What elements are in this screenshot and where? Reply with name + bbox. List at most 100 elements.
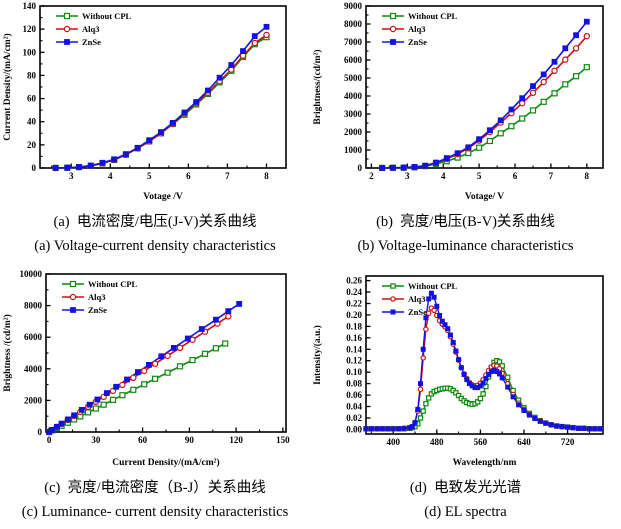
svg-text:3: 3 [69, 171, 74, 181]
svg-text:Alq3: Alq3 [408, 24, 425, 34]
svg-text:Without CPL: Without CPL [408, 11, 458, 21]
panel-c-captions: (c) 亮度/电流密度（B-J）关系曲线 (c) Luminance- curr… [0, 479, 310, 521]
svg-text:0.02: 0.02 [346, 413, 362, 423]
svg-text:480: 480 [430, 437, 444, 447]
svg-text:ZnSe: ZnSe [408, 37, 427, 47]
svg-text:8000: 8000 [24, 301, 43, 311]
caption-c-cn: (c) 亮度/电流密度（B-J）关系曲线 [44, 480, 266, 496]
svg-text:0.24: 0.24 [346, 287, 362, 297]
svg-text:4: 4 [108, 171, 113, 181]
svg-text:0: 0 [47, 435, 52, 445]
svg-text:7: 7 [549, 171, 554, 181]
svg-text:ZnSe: ZnSe [88, 305, 107, 315]
svg-text:0: 0 [32, 163, 37, 173]
caption-c-en: (c) Luminance- current density character… [21, 504, 289, 521]
svg-text:Alq3: Alq3 [408, 294, 425, 304]
svg-text:0.08: 0.08 [346, 379, 362, 389]
svg-text:80: 80 [27, 70, 37, 80]
svg-text:6: 6 [513, 171, 518, 181]
svg-text:400: 400 [386, 437, 400, 447]
svg-text:5: 5 [147, 171, 152, 181]
svg-text:100: 100 [23, 47, 37, 57]
svg-text:7: 7 [225, 171, 230, 181]
panel-a-captions: (a) 电流密度/电压(J-V)关系曲线 (a) Voltage-current… [0, 213, 310, 255]
caption-d-cn: (d) 电致发光光谱 [409, 480, 522, 496]
caption-a-en: (a) Voltage-current density characterist… [34, 238, 276, 255]
svg-text:2: 2 [369, 171, 374, 181]
svg-text:4: 4 [441, 171, 446, 181]
panel-a: 3 4 5 6 7 8 0 20 40 60 80 100 120 140 Votage /V Current… [0, 0, 310, 266]
svg-text:Alq3: Alq3 [88, 292, 105, 302]
svg-text:8000: 8000 [344, 19, 363, 29]
svg-text:8: 8 [585, 171, 590, 181]
svg-text:Current Density/(mA/cm²): Current Density/(mA/cm²) [2, 33, 13, 140]
el-spectra-chart: 400 480 560 640 7200.000.020.040.060.080.100… [312, 275, 604, 468]
svg-text:Without CPL: Without CPL [88, 279, 138, 289]
svg-text:10000: 10000 [20, 270, 43, 279]
svg-text:0.12: 0.12 [346, 356, 362, 366]
bj-chart: 0 30 60 90 120 150 0 2000 4000 6000 8000 10000 Curre… [2, 270, 290, 468]
svg-text:7000: 7000 [344, 37, 363, 47]
svg-text:2000: 2000 [24, 395, 43, 405]
svg-text:0.14: 0.14 [346, 344, 362, 354]
svg-text:Votage /V: Votage /V [143, 192, 183, 202]
svg-text:Alq3: Alq3 [82, 24, 99, 34]
svg-text:720: 720 [561, 437, 575, 447]
svg-text:90: 90 [185, 435, 195, 445]
svg-text:ZnSe: ZnSe [408, 307, 427, 317]
svg-text:4000: 4000 [24, 364, 43, 374]
svg-text:4000: 4000 [344, 91, 363, 101]
caption-d-en: (d) EL spectra [424, 504, 507, 521]
svg-text:3: 3 [405, 171, 410, 181]
svg-text:60: 60 [138, 435, 148, 445]
svg-text:0.22: 0.22 [346, 299, 362, 309]
svg-text:5000: 5000 [344, 73, 363, 83]
svg-text:6: 6 [186, 171, 191, 181]
svg-text:0.00: 0.00 [346, 424, 362, 434]
svg-text:0.10: 0.10 [346, 367, 362, 377]
svg-text:Brightness/(cd/m²): Brightness/(cd/m²) [312, 49, 323, 124]
panel-d: 400 480 560 640 720 0.00 0.02 0.04 0.06 0.08 0.10 0… [310, 266, 621, 529]
svg-text:Without CPL: Without CPL [408, 281, 458, 291]
panel-b: 2 3 4 5 6 7 8 0 1000 2000 3000 4000 5000 6000 7000 8000… [310, 0, 621, 266]
svg-text:ZnSe: ZnSe [82, 37, 101, 47]
svg-text:9000: 9000 [344, 2, 363, 11]
svg-text:2000: 2000 [344, 127, 363, 137]
svg-text:0.16: 0.16 [346, 333, 362, 343]
svg-text:120: 120 [229, 435, 243, 445]
svg-text:150: 150 [276, 435, 290, 445]
panel-c: 0 30 60 90 120 150 0 2000 4000 6000 8000 10000 Curre… [0, 266, 310, 529]
svg-text:0.26: 0.26 [346, 276, 362, 286]
svg-text:120: 120 [23, 24, 37, 34]
svg-text:0.18: 0.18 [346, 321, 362, 331]
caption-b-cn: (b) 亮度/电压(B-V)关系曲线 [376, 214, 555, 230]
svg-text:6000: 6000 [24, 332, 43, 342]
svg-text:0: 0 [38, 427, 43, 437]
svg-text:Wavelength/nm: Wavelength/nm [453, 458, 517, 468]
caption-a-cn: (a) 电流密度/电压(J-V)关系曲线 [53, 214, 257, 230]
svg-text:140: 140 [23, 2, 37, 11]
svg-text:Brightness /(cd/m²): Brightness /(cd/m²) [2, 314, 13, 392]
svg-text:0.04: 0.04 [346, 402, 362, 412]
svg-text:40: 40 [27, 117, 37, 127]
svg-text:Votage/ V: Votage/ V [465, 192, 504, 202]
svg-text:Current Density/(mA/cm²): Current Density/(mA/cm²) [112, 457, 219, 468]
svg-text:0: 0 [358, 163, 363, 173]
svg-text:30: 30 [91, 435, 101, 445]
panel-b-captions: (b) 亮度/电压(B-V)关系曲线 (b) Voltage-luminance… [310, 213, 621, 255]
svg-text:20: 20 [27, 140, 37, 150]
panel-d-captions: (d) 电致发光光谱 (d) EL spectra [310, 479, 621, 521]
svg-text:6000: 6000 [344, 55, 363, 65]
svg-text:640: 640 [517, 437, 531, 447]
svg-text:560: 560 [474, 437, 488, 447]
svg-text:Intensity/(a.u.): Intensity/(a.u.) [312, 325, 323, 385]
svg-text:0.06: 0.06 [346, 390, 362, 400]
svg-text:60: 60 [27, 94, 37, 104]
svg-text:1000: 1000 [344, 145, 363, 155]
svg-text:Without CPL: Without CPL [82, 11, 132, 21]
svg-text:8: 8 [264, 171, 269, 181]
bv-chart: 2 3 4 5 6 7 8 0 1000 2000 3000 4000 5000 6000 7000 8000… [312, 2, 604, 202]
svg-text:5: 5 [477, 171, 482, 181]
